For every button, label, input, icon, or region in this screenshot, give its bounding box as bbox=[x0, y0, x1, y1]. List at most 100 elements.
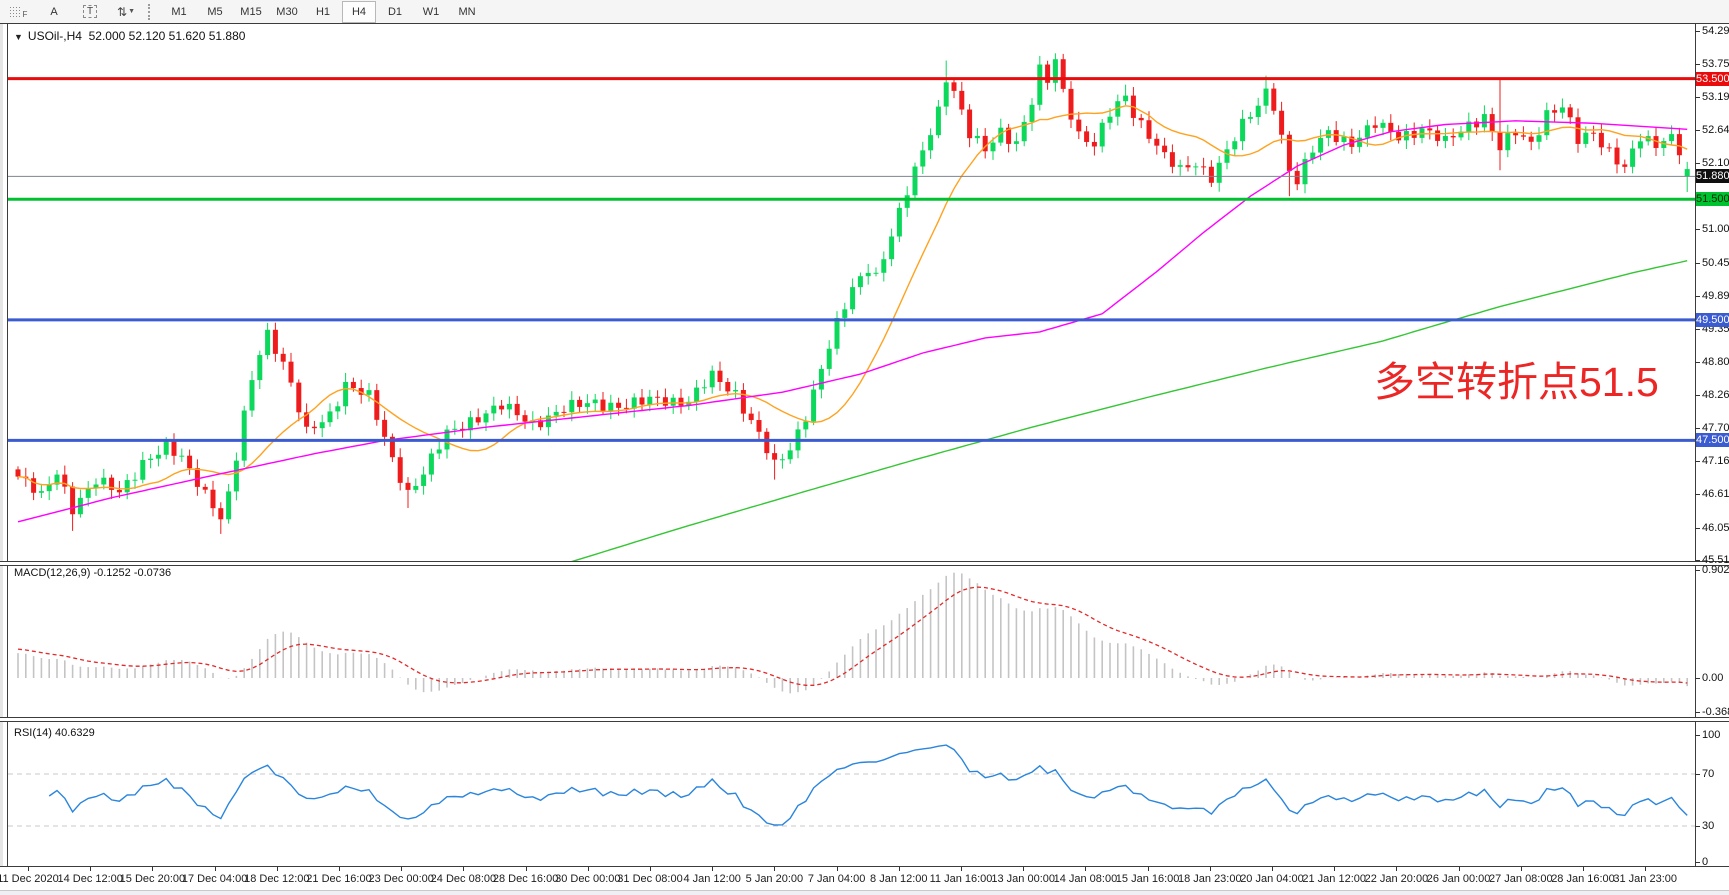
price-scale-separator bbox=[1695, 24, 1696, 890]
time-axis-label: 7 Jan 04:00 bbox=[807, 873, 866, 885]
price-axis-tick bbox=[1695, 31, 1700, 32]
grid-tool-label: F bbox=[22, 10, 28, 19]
price-axis-label: 45.515 bbox=[1702, 554, 1729, 567]
time-axis-tick bbox=[1583, 867, 1584, 871]
price-axis-tick bbox=[1695, 262, 1700, 264]
time-axis-label: 22 Jan 20:00 bbox=[1364, 873, 1429, 885]
timeframe-button-h1[interactable]: H1 bbox=[315, 5, 331, 18]
panel-divider-rsi[interactable] bbox=[0, 717, 1729, 722]
timeframe-button-m15[interactable]: M15 bbox=[240, 5, 262, 18]
time-axis-tick bbox=[1645, 867, 1647, 871]
time-axis-label: 18 Jan 23:00 bbox=[1177, 873, 1242, 885]
price-axis-tick bbox=[1695, 328, 1700, 330]
price-axis-label: 52.640 bbox=[1702, 124, 1729, 137]
price-tag-51.500: 51.500 bbox=[1696, 192, 1729, 207]
rsi-label: RSI(14) 40.6329 bbox=[14, 727, 95, 739]
price-axis-tick bbox=[1695, 560, 1700, 562]
time-axis-tick bbox=[1396, 867, 1398, 871]
text-a-tool-button[interactable]: A bbox=[37, 1, 71, 23]
grid-tool-button[interactable]: F bbox=[1, 1, 35, 23]
toolbar: F A T ⇅ ▼ M1 M5 M15 M30 H1 H4 D1 W1 MN bbox=[0, 0, 1729, 24]
macd-axis-label: 0.9025 bbox=[1702, 564, 1729, 576]
timeframe-button-mn[interactable]: MN bbox=[458, 5, 476, 18]
chart-text-annotation[interactable]: 多空转折点51.5 bbox=[1374, 359, 1659, 405]
price-axis-label: 53.750 bbox=[1702, 57, 1729, 70]
time-axis-label: 4 Jan 12:00 bbox=[683, 873, 741, 885]
toolbar-drag-handle[interactable] bbox=[148, 3, 157, 20]
rsi-axis-label: 70 bbox=[1702, 768, 1715, 780]
price-axis-tick bbox=[1695, 460, 1700, 462]
macd-axis-tick bbox=[1695, 678, 1700, 679]
price-axis-tick bbox=[1695, 229, 1700, 231]
timeframe-button-m1[interactable]: M1 bbox=[171, 5, 187, 18]
time-axis-tick bbox=[774, 867, 776, 871]
timeframe-button-h4[interactable]: H4 bbox=[342, 0, 376, 23]
macd-label: MACD(12,26,9) -0.1252 -0.0736 bbox=[14, 567, 172, 579]
time-axis-tick bbox=[90, 867, 92, 871]
time-axis-tick bbox=[463, 867, 465, 871]
time-scale[interactable]: 11 Dec 2020 14 Dec 12:00 15 Dec 20:00 17 De… bbox=[0, 866, 1729, 890]
rsi-indicator-canvas[interactable] bbox=[8, 722, 1695, 866]
time-axis-label: 21 Jan 12:00 bbox=[1302, 873, 1366, 885]
price-axis-tick bbox=[1695, 296, 1700, 298]
time-axis-label: 28 Jan 16:00 bbox=[1551, 873, 1615, 885]
time-axis-label: 13 Jan 00:00 bbox=[991, 873, 1055, 885]
price-tag-53.500: 53.500 bbox=[1696, 71, 1729, 86]
price-axis-tick bbox=[1695, 394, 1700, 396]
time-axis-label: 11 Dec 2020 bbox=[0, 873, 59, 885]
rsi-axis-label: 100 bbox=[1702, 729, 1721, 741]
time-axis-label: 30 Dec 00:00 bbox=[555, 873, 621, 885]
macd-axis-tick bbox=[1695, 570, 1700, 571]
price-axis-label: 46.610 bbox=[1702, 488, 1729, 501]
ohlc-readout: 52.000 52.120 51.620 51.880 bbox=[88, 29, 246, 43]
time-axis-tick bbox=[650, 867, 651, 871]
chart-title: ▼ USOil-,H4 52.000 52.120 51.620 51.880 bbox=[14, 29, 245, 43]
time-axis-tick bbox=[587, 867, 589, 871]
price-tag-47.500: 47.500 bbox=[1696, 433, 1729, 448]
arrows-icon: ⇅ bbox=[117, 4, 127, 19]
price-axis-tick bbox=[1695, 97, 1700, 99]
price-axis-tick bbox=[1695, 163, 1700, 165]
text-box-tool-button[interactable]: T bbox=[73, 1, 107, 23]
time-axis-label: 14 Jan 08:00 bbox=[1053, 873, 1118, 885]
chart-dropdown-icon[interactable]: ▼ bbox=[14, 32, 23, 42]
price-axis-label: 46.055 bbox=[1702, 521, 1729, 534]
macd-axis-label: -0.3688 bbox=[1702, 706, 1729, 718]
time-axis-label: 27 Jan 08:00 bbox=[1488, 873, 1553, 885]
price-tag-51.880: 51.880 bbox=[1696, 169, 1729, 184]
price-axis-label: 48.260 bbox=[1702, 388, 1729, 401]
text-box-icon: T bbox=[82, 5, 98, 18]
time-axis-tick bbox=[214, 867, 216, 871]
time-axis-tick bbox=[525, 867, 527, 871]
timeframe-button-d1[interactable]: D1 bbox=[387, 5, 403, 18]
time-axis-label: 26 Jan 00:00 bbox=[1426, 873, 1491, 885]
rsi-axis-tick bbox=[1695, 774, 1700, 775]
timeframe-button-m5[interactable]: M5 bbox=[207, 5, 223, 18]
time-axis-tick bbox=[152, 867, 154, 871]
object-arrows-tool-button[interactable]: ⇅ ▼ bbox=[109, 1, 143, 23]
time-axis-tick bbox=[836, 867, 838, 871]
time-axis-label: 28 Dec 16:00 bbox=[492, 873, 559, 885]
time-axis-tick bbox=[1272, 867, 1273, 871]
rsi-axis-tick bbox=[1695, 826, 1700, 827]
panel-divider-macd[interactable] bbox=[0, 561, 1729, 566]
price-chart-canvas[interactable] bbox=[8, 25, 1695, 562]
timeframe-button-w1[interactable]: W1 bbox=[422, 5, 440, 18]
time-axis-tick bbox=[1520, 867, 1522, 871]
macd-indicator-canvas[interactable] bbox=[8, 565, 1695, 717]
price-axis-tick bbox=[1695, 130, 1700, 132]
time-axis-label: 24 Dec 08:00 bbox=[430, 873, 497, 885]
time-axis-label: 15 Dec 20:00 bbox=[119, 873, 186, 885]
time-axis-label: 17 Dec 04:00 bbox=[181, 873, 248, 885]
time-axis-tick bbox=[712, 867, 714, 871]
timeframe-button-m30[interactable]: M30 bbox=[276, 5, 298, 18]
price-axis-label: 49.895 bbox=[1702, 290, 1729, 303]
price-axis-tick bbox=[1695, 428, 1700, 430]
rsi-axis-label: 30 bbox=[1702, 820, 1715, 832]
time-axis-tick bbox=[28, 867, 29, 871]
macd-axis-tick bbox=[1695, 712, 1700, 713]
time-axis-label: 23 Dec 00:00 bbox=[368, 873, 434, 885]
price-axis-label: 53.195 bbox=[1702, 91, 1729, 104]
time-axis-tick bbox=[961, 867, 962, 871]
